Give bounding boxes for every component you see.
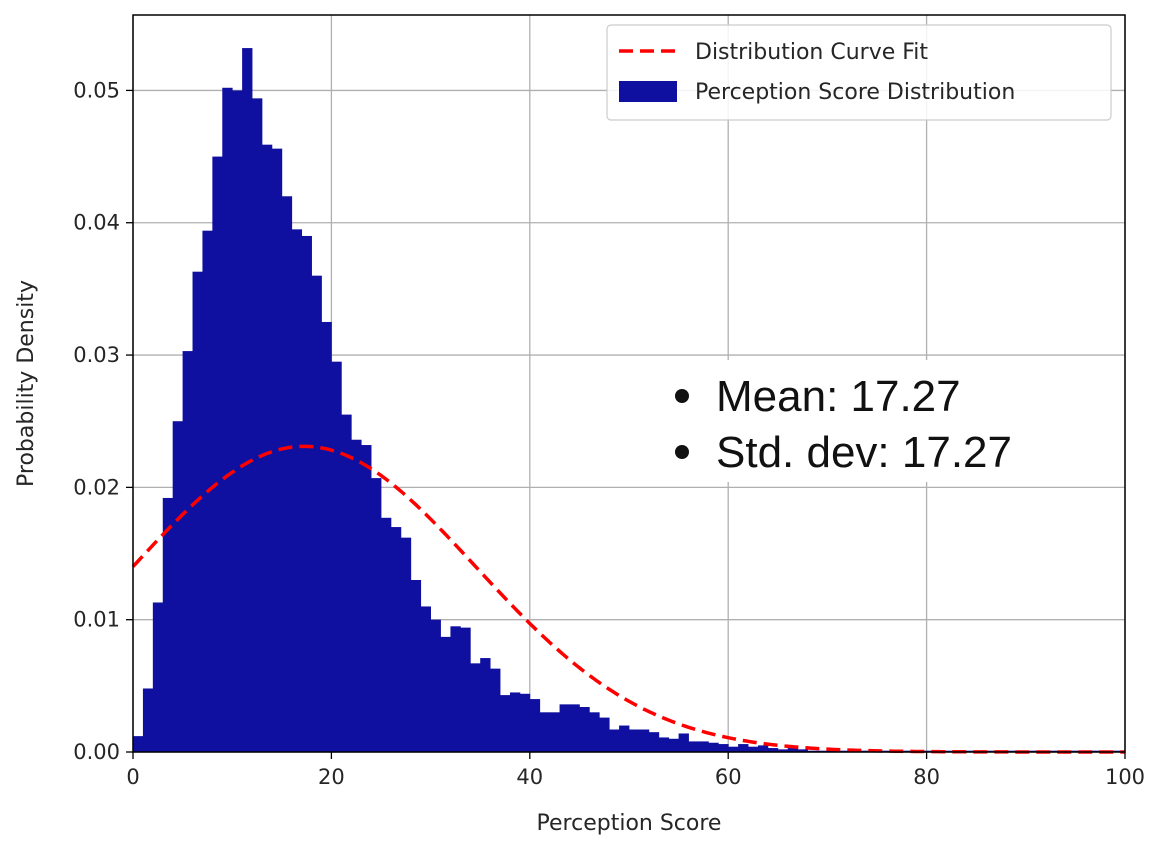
y-tick-label: 0.05 — [73, 78, 120, 102]
histogram-bar — [668, 738, 679, 752]
y-tick-label: 0.03 — [73, 343, 120, 367]
x-tick-label: 60 — [715, 765, 742, 789]
y-tick-label: 0.00 — [73, 740, 120, 764]
histogram-bar — [430, 619, 441, 752]
x-axis-label: Perception Score — [537, 811, 722, 836]
histogram-bar — [321, 321, 332, 752]
legend-label-curve: Distribution Curve Fit — [695, 40, 928, 65]
histogram-bar — [142, 688, 154, 752]
y-tick-label: 0.04 — [73, 211, 120, 235]
x-tick-label: 0 — [126, 765, 139, 789]
legend-bar-swatch — [619, 81, 677, 102]
histogram-bar — [261, 144, 273, 752]
histogram-bar — [172, 421, 183, 752]
histogram-bar — [539, 712, 551, 752]
histogram-bar — [480, 658, 491, 752]
axis-ticks: 0 20 40 60 80 100 0.00 0.01 0.02 0.03 0.04 0.05 — [73, 78, 1145, 789]
legend-box — [606, 24, 1112, 121]
x-tick-label: 80 — [913, 765, 940, 789]
histogram-bar — [738, 744, 749, 752]
histogram-bar — [757, 745, 769, 752]
histogram-bar — [440, 636, 451, 752]
histogram-bar — [658, 737, 670, 752]
histogram-bar — [192, 271, 203, 752]
histogram-bar — [777, 749, 789, 752]
histogram-bar — [549, 712, 560, 752]
legend-label-bars: Perception Score Distribution — [695, 80, 1015, 105]
histogram-bar — [767, 748, 779, 752]
histogram-bar — [500, 695, 511, 752]
histogram-bar — [222, 87, 233, 752]
histogram-bar — [371, 478, 382, 752]
histogram-bar — [400, 537, 412, 752]
histogram-bar — [271, 148, 283, 752]
histogram-bar — [361, 445, 372, 752]
histogram-bar — [133, 736, 144, 752]
x-tick-label: 100 — [1105, 765, 1145, 789]
histogram-bar — [381, 517, 392, 752]
histogram-bar — [242, 48, 253, 753]
histogram-bar — [460, 627, 471, 752]
y-tick-label: 0.02 — [73, 475, 120, 499]
histogram-bar — [569, 704, 580, 752]
histogram-bar — [708, 742, 719, 752]
histogram-bar — [648, 732, 660, 752]
histogram-bar — [698, 741, 709, 752]
histogram-bar — [629, 729, 640, 752]
plot-frame — [132, 14, 1126, 753]
histogram-bar — [728, 746, 739, 752]
histogram-bar — [390, 527, 402, 752]
histogram-bar — [420, 606, 431, 752]
histogram-bar — [609, 729, 620, 752]
histogram-bar — [311, 275, 322, 752]
bullet-icon — [675, 389, 689, 403]
histogram-bar — [351, 439, 362, 752]
x-tick-label: 40 — [516, 765, 543, 789]
histogram-bar — [559, 704, 570, 752]
histogram-bar — [301, 235, 312, 753]
histogram-bar — [718, 744, 729, 752]
histogram-bar — [678, 733, 689, 752]
histogram-bar — [341, 414, 352, 752]
y-axis-label: Probability Density — [14, 280, 39, 487]
histogram-bar — [470, 663, 481, 752]
histogram-bar — [291, 229, 303, 753]
histogram-bar — [410, 579, 422, 752]
histogram-bar — [589, 712, 600, 752]
histogram-bar — [529, 699, 541, 752]
y-tick-label: 0.01 — [73, 608, 120, 632]
mean-annotation: Mean: 17.27 — [716, 372, 961, 421]
histogram-bar — [331, 361, 342, 752]
std-annotation: Std. dev: 17.27 — [716, 428, 1012, 477]
histogram-bar — [797, 749, 808, 752]
stats-annotation: Mean: 17.27 Std. dev: 17.27 — [662, 360, 1034, 482]
bullet-icon — [675, 445, 689, 459]
histogram-bar — [519, 693, 531, 752]
histogram-bar — [509, 692, 521, 752]
histogram-bar — [182, 351, 193, 752]
histogram-bar — [748, 746, 759, 752]
histogram-bar — [232, 90, 243, 752]
histogram-bar — [162, 497, 174, 752]
histogram-bar — [619, 725, 630, 752]
histogram-bar — [252, 98, 263, 752]
histogram-bar — [787, 748, 799, 752]
annotation-background — [662, 360, 1034, 482]
histogram-bar — [599, 717, 610, 752]
histogram-bar — [212, 156, 223, 752]
histogram-bar — [490, 668, 501, 752]
histogram-bar — [688, 741, 699, 752]
legend: Distribution Curve Fit Perception Score … — [606, 24, 1112, 121]
histogram-bar — [450, 626, 461, 752]
histogram-bar — [281, 196, 293, 752]
histogram-bar — [579, 707, 590, 752]
histogram-bar — [638, 729, 650, 752]
histogram-bar — [152, 602, 164, 752]
x-tick-label: 20 — [318, 765, 345, 789]
